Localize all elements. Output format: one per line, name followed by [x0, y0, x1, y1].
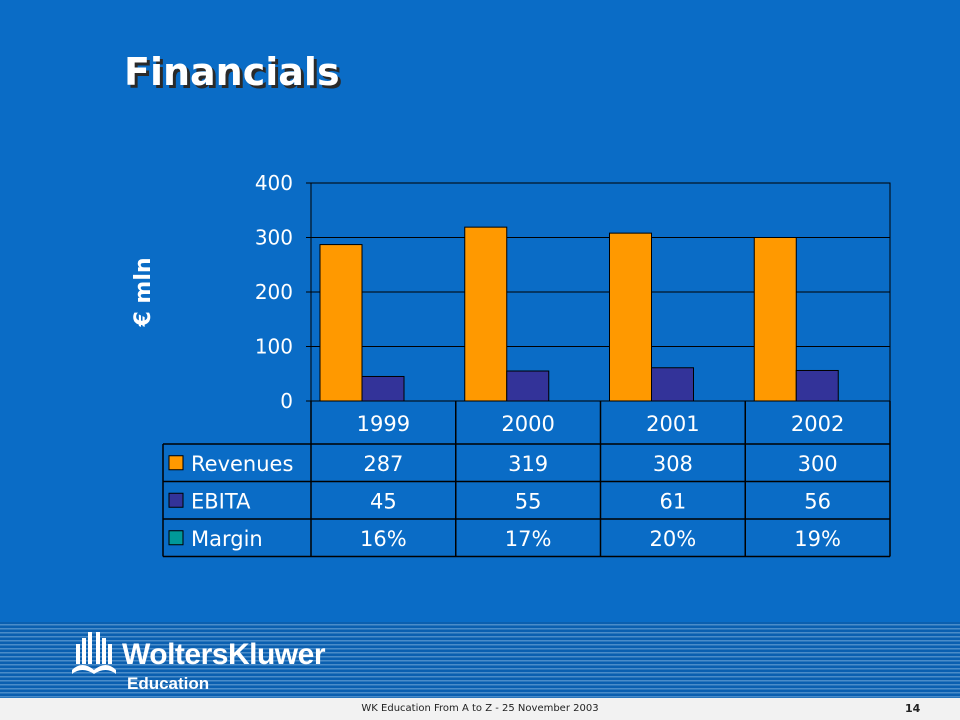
- row-label-revenues: Revenues: [191, 452, 293, 476]
- bar-revenues-1999: [319, 244, 363, 402]
- stripe: [0, 696, 960, 698]
- stripe: [0, 660, 960, 662]
- bar-ebita-2000: [506, 370, 550, 402]
- brand-division: Education: [127, 674, 210, 693]
- bar-ebita-1999: [361, 375, 405, 402]
- bar-ebita-2001: [651, 367, 694, 402]
- legend-swatch-revenues: [168, 455, 184, 471]
- cell-revenues-1999: 287: [363, 452, 403, 476]
- cell-ebita-2002: 56: [804, 489, 831, 513]
- y-tick-label: 400: [255, 171, 293, 195]
- stripe: [0, 652, 960, 654]
- stripe: [0, 644, 960, 646]
- cell-revenues-2001: 308: [653, 452, 693, 476]
- cell-ebita-2001: 61: [660, 489, 687, 513]
- data-table: 1999 2000 2001 2002 Revenues 287 319 308 300 EBIT…: [162, 401, 891, 558]
- stripe: [0, 668, 960, 670]
- stripe: [0, 676, 960, 678]
- cell-margin-2002: 19%: [794, 527, 841, 551]
- stripe: [0, 624, 960, 626]
- cell-margin-2000: 17%: [505, 527, 552, 551]
- stripe: [0, 672, 960, 674]
- cell-margin-1999: 16%: [360, 527, 407, 551]
- cell-ebita-2000: 55: [515, 489, 542, 513]
- legend-swatch-ebita: [168, 492, 184, 508]
- category-label-1999: 1999: [357, 412, 410, 436]
- category-label-2002: 2002: [791, 412, 844, 436]
- row-label-margin: Margin: [191, 527, 263, 551]
- y-tick-labels: 0 100 200 300 400: [255, 171, 293, 413]
- y-tick-label: 200: [255, 280, 293, 304]
- bar-revenues-2001: [609, 232, 652, 402]
- y-tick-label: 100: [255, 335, 293, 359]
- cell-margin-2001: 20%: [650, 527, 697, 551]
- row-label-ebita: EBITA: [191, 489, 251, 513]
- book-logo-icon: [72, 632, 116, 674]
- stripe: [0, 684, 960, 686]
- footer-stripes: [0, 622, 960, 698]
- y-tick-label: 0: [280, 389, 293, 413]
- legend-swatch-margin: [168, 530, 184, 546]
- slide-title: Financials: [124, 50, 340, 94]
- cell-revenues-2002: 300: [798, 452, 838, 476]
- stripe: [0, 688, 960, 690]
- stripe: [0, 664, 960, 666]
- cell-revenues-2000: 319: [508, 452, 548, 476]
- y-axis-label: € mln: [131, 257, 156, 327]
- stripe: [0, 692, 960, 694]
- category-label-2000: 2000: [501, 412, 554, 436]
- stripe: [0, 632, 960, 634]
- chart-bars: [319, 226, 839, 402]
- brand-name: WoltersKluwer: [122, 638, 326, 671]
- chart-grid: [306, 182, 891, 402]
- bar-ebita-2002: [795, 369, 839, 402]
- stripe: [0, 628, 960, 630]
- stripe: [0, 648, 960, 650]
- stripe: [0, 680, 960, 682]
- bar-revenues-2000: [464, 226, 508, 402]
- cell-ebita-1999: 45: [370, 489, 397, 513]
- footer-bar: [0, 698, 960, 720]
- stripe: [0, 640, 960, 642]
- page-number: 14: [905, 702, 921, 715]
- y-tick-label: 300: [255, 226, 293, 250]
- stripe: [0, 656, 960, 658]
- stripe: [0, 636, 960, 638]
- bar-revenues-2002: [753, 237, 797, 402]
- chart: 0 100 200 300 400 1999 2000 2001 2002 Revenues 28…: [131, 171, 891, 558]
- footer-caption: WK Education From A to Z - 25 November 2…: [361, 703, 599, 714]
- category-label-2001: 2001: [646, 412, 699, 436]
